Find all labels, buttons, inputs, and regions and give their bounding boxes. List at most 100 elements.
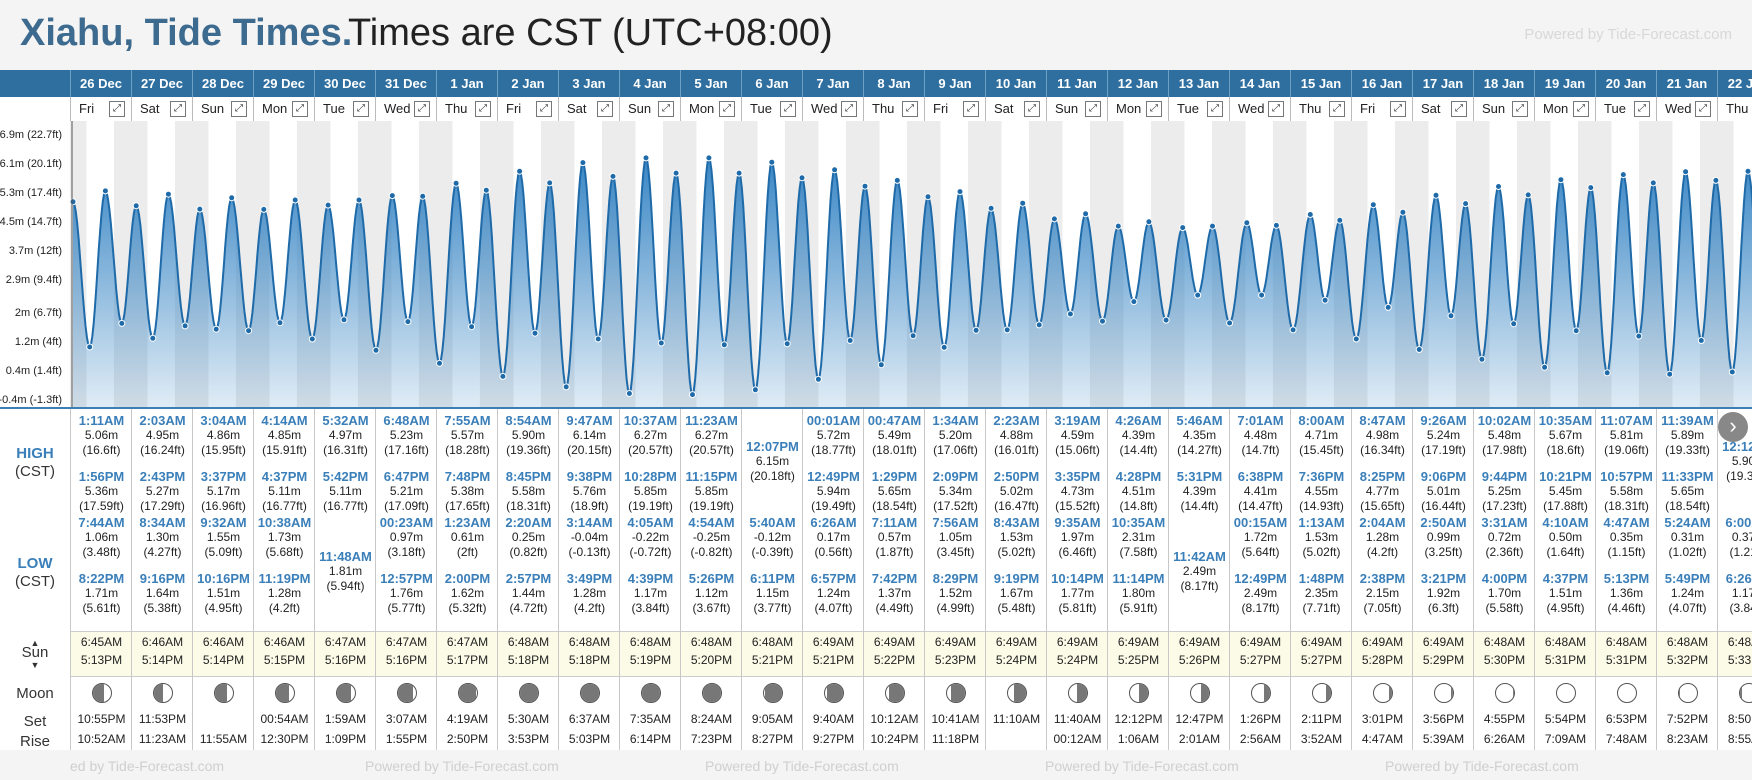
low-tide-point[interactable]: [404, 318, 412, 326]
high-tide-point[interactable]: [324, 201, 332, 209]
expand-icon[interactable]: ⤢: [1695, 101, 1711, 117]
low-tide-point[interactable]: [499, 372, 507, 380]
low-tide-point[interactable]: [181, 322, 189, 330]
expand-icon[interactable]: ⤢: [1390, 101, 1406, 117]
expand-icon[interactable]: ⤢: [109, 101, 125, 117]
expand-icon[interactable]: ⤢: [353, 101, 369, 117]
high-tide-point[interactable]: [672, 169, 680, 177]
high-tide-point[interactable]: [861, 182, 869, 190]
high-tide-point[interactable]: [1336, 216, 1344, 224]
footer-powered-2[interactable]: Powered by Tide-Forecast.com: [365, 758, 559, 774]
powered-by-link[interactable]: Powered by Tide-Forecast.com: [1524, 26, 1732, 43]
low-tide-point[interactable]: [1162, 316, 1170, 324]
high-tide-point[interactable]: [516, 167, 524, 175]
expand-icon[interactable]: ⤢: [231, 101, 247, 117]
high-tide-point[interactable]: [1649, 179, 1657, 187]
high-tide-point[interactable]: [1399, 208, 1407, 216]
low-tide-point[interactable]: [1510, 320, 1518, 328]
high-tide-point[interactable]: [1369, 201, 1377, 209]
high-tide-point[interactable]: [924, 193, 932, 201]
expand-icon[interactable]: ⤢: [658, 101, 674, 117]
low-tide-point[interactable]: [372, 346, 380, 354]
high-tide-point[interactable]: [1243, 219, 1251, 227]
low-tide-point[interactable]: [86, 343, 94, 351]
expand-icon[interactable]: ⤢: [841, 101, 857, 117]
high-tide-point[interactable]: [1682, 168, 1690, 176]
expand-icon[interactable]: ⤢: [963, 101, 979, 117]
expand-icon[interactable]: ⤢: [1207, 101, 1223, 117]
low-tide-point[interactable]: [436, 359, 443, 367]
expand-icon[interactable]: ⤢: [1512, 101, 1528, 117]
expand-icon[interactable]: ⤢: [780, 101, 796, 117]
low-tide-point[interactable]: [1447, 312, 1455, 320]
footer-powered-4[interactable]: Powered by Tide-Forecast.com: [1045, 758, 1239, 774]
low-tide-point[interactable]: [149, 334, 157, 342]
high-tide-point[interactable]: [1744, 167, 1752, 175]
high-tide-point[interactable]: [388, 192, 396, 200]
low-tide-point[interactable]: [1289, 326, 1297, 334]
low-tide-point[interactable]: [340, 316, 348, 324]
low-tide-point[interactable]: [1352, 335, 1360, 343]
high-tide-point[interactable]: [196, 205, 204, 213]
high-tide-point[interactable]: [1495, 183, 1502, 190]
low-tide-point[interactable]: [1035, 321, 1043, 329]
low-tide-point[interactable]: [562, 383, 570, 391]
high-tide-point[interactable]: [291, 196, 299, 204]
footer-powered-3[interactable]: Powered by Tide-Forecast.com: [705, 758, 899, 774]
high-tide-point[interactable]: [132, 202, 140, 210]
high-tide-point[interactable]: [1619, 171, 1627, 179]
high-tide-point[interactable]: [1306, 211, 1314, 218]
footer-powered-1[interactable]: ed by Tide-Forecast.com: [70, 758, 225, 774]
low-tide-point[interactable]: [783, 340, 791, 348]
expand-icon[interactable]: ⤢: [170, 101, 186, 117]
low-tide-point[interactable]: [720, 341, 728, 349]
high-tide-point[interactable]: [1179, 224, 1187, 232]
high-tide-point[interactable]: [735, 169, 743, 177]
high-tide-point[interactable]: [642, 154, 650, 162]
high-tide-point[interactable]: [1050, 215, 1058, 223]
high-tide-point[interactable]: [355, 196, 363, 204]
expand-icon[interactable]: ⤢: [1146, 101, 1162, 117]
low-tide-point[interactable]: [1258, 291, 1266, 299]
high-tide-point[interactable]: [1209, 222, 1216, 230]
low-tide-point[interactable]: [1728, 368, 1736, 376]
low-tide-point[interactable]: [751, 386, 759, 394]
low-tide-point[interactable]: [276, 319, 284, 327]
expand-icon[interactable]: ⤢: [1024, 101, 1040, 117]
high-tide-point[interactable]: [798, 174, 806, 182]
high-tide-point[interactable]: [609, 172, 617, 180]
expand-icon[interactable]: ⤢: [1085, 101, 1101, 117]
high-tide-point[interactable]: [1712, 176, 1720, 184]
high-tide-point[interactable]: [1082, 210, 1090, 218]
high-tide-point[interactable]: [705, 154, 713, 162]
low-tide-point[interactable]: [1415, 346, 1423, 353]
low-tide-point[interactable]: [1066, 310, 1074, 318]
low-tide-point[interactable]: [689, 391, 696, 399]
high-tide-point[interactable]: [1114, 222, 1122, 230]
low-tide-point[interactable]: [814, 375, 822, 383]
high-tide-point[interactable]: [768, 158, 776, 166]
expand-icon[interactable]: ⤢: [1573, 101, 1589, 117]
expand-icon[interactable]: ⤢: [597, 101, 613, 117]
high-tide-point[interactable]: [228, 194, 236, 202]
low-tide-point[interactable]: [308, 335, 316, 343]
high-tide-point[interactable]: [260, 205, 268, 213]
high-tide-point[interactable]: [1019, 199, 1027, 207]
high-tide-point[interactable]: [831, 166, 839, 174]
low-tide-point[interactable]: [1478, 355, 1486, 363]
low-tide-point[interactable]: [1603, 369, 1611, 377]
expand-icon[interactable]: ⤢: [292, 101, 308, 117]
high-tide-point[interactable]: [1587, 184, 1595, 192]
high-tide-point[interactable]: [164, 190, 172, 198]
low-tide-point[interactable]: [1384, 303, 1392, 311]
high-tide-point[interactable]: [546, 179, 554, 187]
high-tide-point[interactable]: [1557, 176, 1565, 184]
expand-icon[interactable]: ⤢: [902, 101, 918, 117]
high-tide-point[interactable]: [452, 179, 460, 187]
low-tide-point[interactable]: [1226, 319, 1234, 327]
low-tide-point[interactable]: [1321, 296, 1329, 304]
expand-icon[interactable]: ⤢: [719, 101, 735, 117]
low-tide-point[interactable]: [212, 325, 220, 333]
high-tide-point[interactable]: [987, 204, 995, 212]
low-tide-point[interactable]: [1194, 291, 1202, 299]
